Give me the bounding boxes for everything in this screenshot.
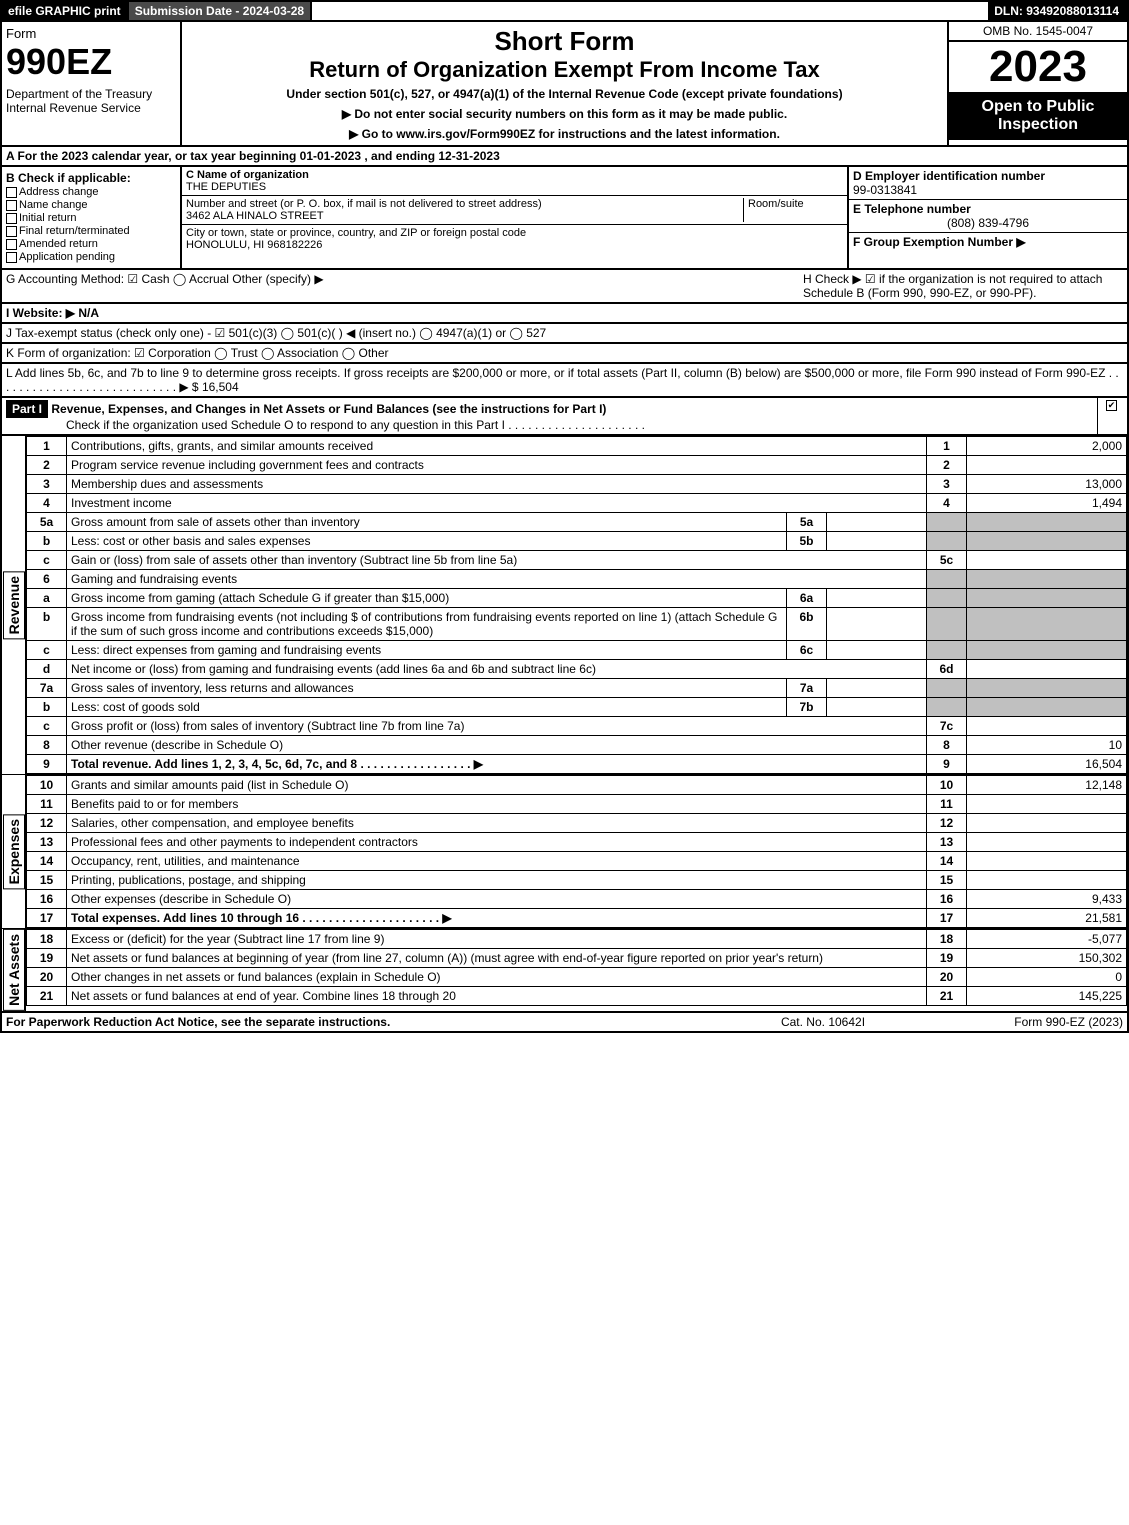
table-row: 3Membership dues and assessments313,000 <box>27 475 1127 494</box>
part1-check[interactable] <box>1097 398 1127 434</box>
goto-link[interactable]: ▶ Go to www.irs.gov/Form990EZ for instru… <box>186 127 943 141</box>
table-row: 7aGross sales of inventory, less returns… <box>27 679 1127 698</box>
part1-heading: Revenue, Expenses, and Changes in Net As… <box>51 402 606 416</box>
table-row: cLess: direct expenses from gaming and f… <box>27 641 1127 660</box>
paperwork-notice: For Paperwork Reduction Act Notice, see … <box>6 1015 723 1029</box>
table-row: 12Salaries, other compensation, and empl… <box>27 814 1127 833</box>
omb-number: OMB No. 1545-0047 <box>949 22 1127 42</box>
form-header: Form 990EZ Department of the Treasury In… <box>0 22 1129 147</box>
footer: For Paperwork Reduction Act Notice, see … <box>0 1013 1129 1033</box>
city-label: City or town, state or province, country… <box>186 227 843 239</box>
ein: 99-0313841 <box>853 183 1123 197</box>
topbar: efile GRAPHIC print Submission Date - 20… <box>0 0 1129 22</box>
open-to-public: Open to Public Inspection <box>949 92 1127 140</box>
table-row: 19Net assets or fund balances at beginni… <box>27 949 1127 968</box>
part1-sub: Check if the organization used Schedule … <box>6 418 645 432</box>
table-row: 9Total revenue. Add lines 1, 2, 3, 4, 5c… <box>27 755 1127 774</box>
efile-print[interactable]: efile GRAPHIC print <box>2 2 129 20</box>
org-name: THE DEPUTIES <box>186 181 843 193</box>
netassets-table: 18Excess or (deficit) for the year (Subt… <box>26 929 1127 1006</box>
info-grid: B Check if applicable: Address change Na… <box>0 167 1129 270</box>
phone-label: E Telephone number <box>853 202 1123 216</box>
return-title: Return of Organization Exempt From Incom… <box>186 57 943 83</box>
org-name-label: C Name of organization <box>186 169 843 181</box>
table-row: 8Other revenue (describe in Schedule O)8… <box>27 736 1127 755</box>
table-row: 16Other expenses (describe in Schedule O… <box>27 890 1127 909</box>
table-row: aGross income from gaming (attach Schedu… <box>27 589 1127 608</box>
short-form-title: Short Form <box>186 26 943 57</box>
cb-initial-return[interactable]: Initial return <box>6 212 176 224</box>
submission-date: Submission Date - 2024-03-28 <box>129 2 312 20</box>
tax-year: 2023 <box>949 42 1127 92</box>
city: HONOLULU, HI 968182226 <box>186 239 843 251</box>
cb-amended-return[interactable]: Amended return <box>6 238 176 250</box>
table-row: 13Professional fees and other payments t… <box>27 833 1127 852</box>
table-row: 6Gaming and fundraising events <box>27 570 1127 589</box>
table-row: 11Benefits paid to or for members11 <box>27 795 1127 814</box>
table-row: 20Other changes in net assets or fund ba… <box>27 968 1127 987</box>
schedule-b-check: H Check ▶ ☑ if the organization is not r… <box>803 272 1123 300</box>
cb-name-change[interactable]: Name change <box>6 199 176 211</box>
cb-final-return[interactable]: Final return/terminated <box>6 225 176 237</box>
table-row: bLess: cost or other basis and sales exp… <box>27 532 1127 551</box>
section-a: A For the 2023 calendar year, or tax yea… <box>0 147 1129 167</box>
expenses-table: 10Grants and similar amounts paid (list … <box>26 775 1127 928</box>
revenue-label: Revenue <box>3 571 25 639</box>
expenses-section: Expenses 10Grants and similar amounts pa… <box>0 774 1129 928</box>
table-row: 18Excess or (deficit) for the year (Subt… <box>27 930 1127 949</box>
part1-label: Part I <box>6 400 48 418</box>
table-row: bGross income from fundraising events (n… <box>27 608 1127 641</box>
row-g-h: G Accounting Method: ☑ Cash ◯ Accrual Ot… <box>0 270 1129 304</box>
dln: DLN: 93492088013114 <box>988 2 1127 20</box>
table-row: 10Grants and similar amounts paid (list … <box>27 776 1127 795</box>
netassets-section: Net Assets 18Excess or (deficit) for the… <box>0 928 1129 1013</box>
table-row: 15Printing, publications, postage, and s… <box>27 871 1127 890</box>
form-label: Form <box>6 26 176 41</box>
part1-header-row: Part I Revenue, Expenses, and Changes in… <box>0 398 1129 436</box>
table-row: cGross profit or (loss) from sales of in… <box>27 717 1127 736</box>
form-number: 990EZ <box>6 41 176 83</box>
ein-label: D Employer identification number <box>853 169 1123 183</box>
table-row: 2Program service revenue including gover… <box>27 456 1127 475</box>
row-i: I Website: ▶ N/A <box>0 304 1129 324</box>
table-row: bLess: cost of goods sold7b <box>27 698 1127 717</box>
table-row: 4Investment income41,494 <box>27 494 1127 513</box>
cb-application-pending[interactable]: Application pending <box>6 251 176 263</box>
box-b-title: B Check if applicable: <box>6 171 176 185</box>
netassets-label: Net Assets <box>3 929 25 1011</box>
table-row: 21Net assets or fund balances at end of … <box>27 987 1127 1006</box>
accounting-method: G Accounting Method: ☑ Cash ◯ Accrual Ot… <box>6 272 803 300</box>
revenue-section: Revenue 1Contributions, gifts, grants, a… <box>0 436 1129 774</box>
row-j: J Tax-exempt status (check only one) - ☑… <box>0 324 1129 344</box>
revenue-table: 1Contributions, gifts, grants, and simil… <box>26 436 1127 774</box>
street-label: Number and street (or P. O. box, if mail… <box>186 198 743 210</box>
expenses-label: Expenses <box>3 814 25 889</box>
department: Department of the Treasury Internal Reve… <box>6 87 176 115</box>
ssn-warning: ▶ Do not enter social security numbers o… <box>186 107 943 121</box>
cb-address-change[interactable]: Address change <box>6 186 176 198</box>
table-row: 17Total expenses. Add lines 10 through 1… <box>27 909 1127 928</box>
table-row: 14Occupancy, rent, utilities, and mainte… <box>27 852 1127 871</box>
phone: (808) 839-4796 <box>853 216 1123 230</box>
table-row: cGain or (loss) from sale of assets othe… <box>27 551 1127 570</box>
street: 3462 ALA HINALO STREET <box>186 210 743 222</box>
table-row: 5aGross amount from sale of assets other… <box>27 513 1127 532</box>
row-k: K Form of organization: ☑ Corporation ◯ … <box>0 344 1129 364</box>
table-row: dNet income or (loss) from gaming and fu… <box>27 660 1127 679</box>
row-l: L Add lines 5b, 6c, and 7b to line 9 to … <box>0 364 1129 398</box>
group-exemption-label: F Group Exemption Number ▶ <box>853 235 1123 249</box>
catalog-number: Cat. No. 10642I <box>723 1015 923 1029</box>
under-section: Under section 501(c), 527, or 4947(a)(1)… <box>186 87 943 101</box>
table-row: 1Contributions, gifts, grants, and simil… <box>27 437 1127 456</box>
form-version: Form 990-EZ (2023) <box>923 1015 1123 1029</box>
room-suite-label: Room/suite <box>743 198 843 222</box>
